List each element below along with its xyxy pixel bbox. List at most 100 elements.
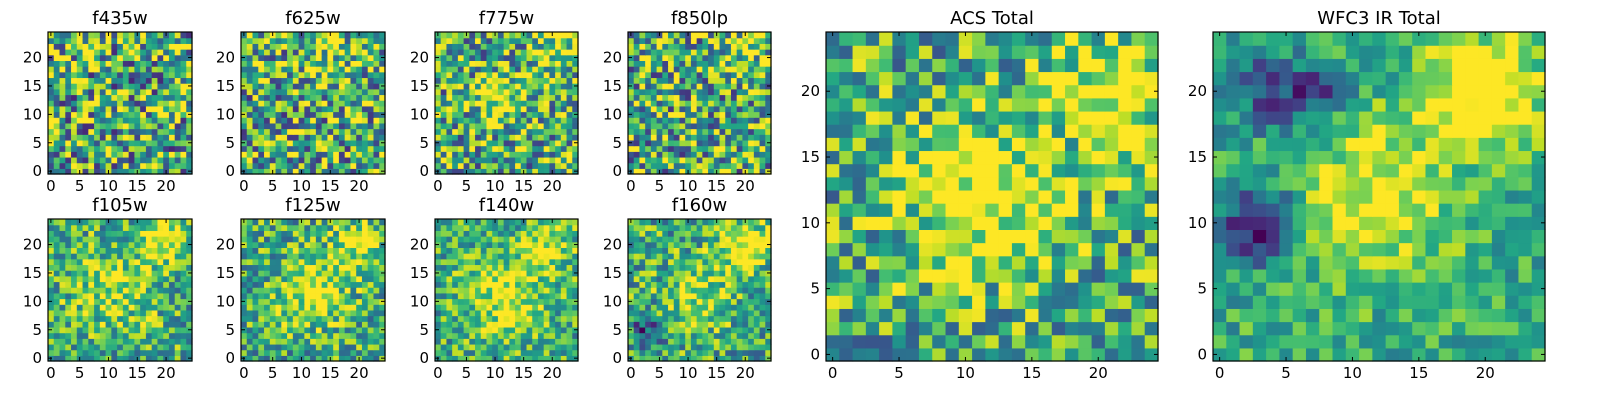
heatmap-cell (48, 77, 55, 84)
heatmap-cell (650, 49, 658, 56)
heatmap-cell (526, 281, 533, 288)
heatmap-cell (480, 139, 488, 147)
heatmap-cell (480, 287, 488, 294)
heatmap-cell (321, 122, 328, 130)
heatmap-cell (509, 230, 516, 237)
heatmap-cell (742, 43, 749, 50)
heatmap-cell (65, 105, 72, 113)
heatmap-cell (742, 321, 749, 328)
heatmap-cell (515, 349, 522, 356)
heatmap-cell (128, 349, 135, 356)
heatmap-cell (759, 304, 766, 311)
heatmap-cell (549, 332, 556, 339)
heatmap-cell (759, 83, 766, 90)
heatmap-cell (275, 253, 282, 260)
heatmap-cell (71, 117, 78, 124)
heatmap-cell (435, 49, 442, 56)
heatmap-cell (163, 258, 170, 266)
heatmap-cell (452, 247, 459, 254)
heatmap-cell (361, 315, 369, 322)
heatmap-cell (333, 162, 340, 169)
heatmap-cell (373, 258, 380, 266)
heatmap-cell (304, 264, 311, 271)
heatmap-cell (145, 156, 153, 164)
heatmap-cell (560, 100, 568, 107)
heatmap-cell (668, 287, 675, 294)
heatmap-cell (157, 275, 164, 283)
heatmap-cell (59, 139, 66, 147)
heatmap-cell (486, 247, 493, 254)
heatmap-cell (105, 253, 112, 260)
heatmap-cell (65, 66, 72, 73)
heatmap-cell (264, 122, 271, 130)
heatmap-cell (690, 275, 698, 283)
heatmap-cell (452, 128, 459, 135)
heatmap-cell (252, 111, 259, 118)
heatmap-cell (526, 122, 533, 130)
heatmap-cell (94, 32, 101, 39)
heatmap-cell (241, 134, 248, 141)
heatmap-cell (304, 338, 311, 345)
heatmap-cell (480, 219, 488, 226)
heatmap-cell (76, 100, 84, 107)
heatmap-cell (526, 71, 533, 79)
heatmap-cell (668, 60, 675, 67)
heatmap-cell (452, 54, 459, 61)
heatmap-cell (765, 332, 772, 339)
heatmap-cell (252, 122, 259, 130)
heatmap-cell (361, 117, 369, 124)
heatmap-cell (730, 281, 738, 288)
heatmap-cell (520, 105, 528, 113)
heatmap-cell (163, 111, 170, 118)
heatmap-cell (356, 128, 363, 135)
heatmap-cell (88, 287, 95, 294)
heatmap-cell (252, 298, 259, 305)
heatmap-cell (475, 343, 482, 351)
heatmap-cell (457, 122, 465, 130)
heatmap-cell (59, 43, 66, 50)
heatmap-cell (713, 43, 721, 50)
heatmap-cell (759, 60, 766, 67)
heatmap-cell (572, 219, 579, 226)
heatmap-cell (560, 128, 568, 135)
heatmap-cell (117, 253, 124, 260)
heatmap-cell (475, 94, 482, 101)
heatmap-cell (151, 60, 159, 67)
heatmap-cell (117, 128, 124, 135)
heatmap-cell (713, 122, 721, 130)
heatmap-cell (446, 145, 453, 152)
heatmap-cell (446, 338, 453, 345)
heatmap-cell (128, 117, 135, 124)
heatmap-cell (304, 83, 311, 90)
heatmap-cell (543, 315, 550, 322)
heatmap-cell (560, 105, 568, 113)
heatmap-cell (275, 49, 282, 56)
heatmap-cell (503, 230, 510, 237)
heatmap-cell (719, 32, 726, 39)
heatmap-cell (180, 349, 187, 356)
heatmap-cell (526, 54, 533, 61)
heatmap-cell (168, 304, 176, 311)
heatmap-cell (53, 332, 61, 339)
heatmap-cell (292, 355, 300, 362)
heatmap-cell (509, 264, 516, 271)
heatmap-cell (94, 54, 101, 61)
heatmap-cell (174, 230, 182, 237)
heatmap-cell (452, 355, 459, 362)
heatmap-cell (327, 298, 334, 305)
heatmap-cell (446, 105, 453, 113)
heatmap-cell (486, 332, 493, 339)
heatmap-cell (486, 94, 493, 101)
heatmap-cell (151, 275, 159, 283)
heatmap-cell (645, 122, 652, 130)
heatmap-cell (509, 219, 516, 226)
heatmap-cell (650, 338, 658, 345)
heatmap-cell (180, 111, 187, 118)
heatmap-cell (145, 168, 153, 175)
heatmap-cell (486, 343, 493, 351)
heatmap-cell (145, 253, 153, 260)
heatmap-cell (633, 77, 641, 84)
heatmap-cell (157, 224, 164, 231)
heatmap-cell (628, 71, 635, 79)
heatmap-cell (59, 156, 66, 164)
